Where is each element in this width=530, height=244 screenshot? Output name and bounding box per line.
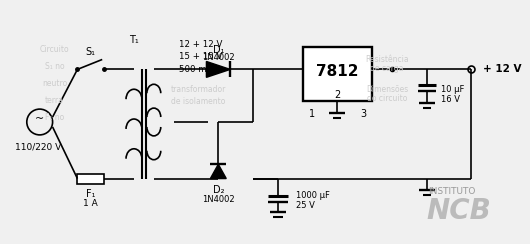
Text: 12 + 12 V
15 + 15 V
500 m A: 12 + 12 V 15 + 15 V 500 m A bbox=[179, 40, 222, 74]
Text: de isolamento: de isolamento bbox=[171, 97, 226, 106]
Text: Resistência: Resistência bbox=[365, 55, 409, 64]
Text: + 12 V: + 12 V bbox=[483, 64, 522, 74]
Text: 110/220 V: 110/220 V bbox=[15, 142, 61, 151]
Polygon shape bbox=[210, 164, 226, 179]
Text: 2: 2 bbox=[334, 90, 340, 100]
Polygon shape bbox=[206, 61, 230, 77]
Text: 3: 3 bbox=[360, 109, 366, 119]
Text: Circuito: Circuito bbox=[40, 45, 69, 54]
Text: neutro: neutro bbox=[42, 79, 67, 88]
Text: F₁: F₁ bbox=[86, 189, 95, 199]
Text: F₁ no: F₁ no bbox=[45, 112, 64, 122]
Text: T₁: T₁ bbox=[129, 35, 139, 45]
Text: terra: terra bbox=[45, 96, 64, 105]
Text: do circuito: do circuito bbox=[367, 94, 407, 103]
Text: transformador: transformador bbox=[171, 85, 226, 94]
Bar bbox=[77, 173, 104, 183]
Bar bbox=[303, 47, 372, 101]
Text: 10 μF
16 V: 10 μF 16 V bbox=[440, 84, 464, 104]
Text: S₁: S₁ bbox=[86, 47, 96, 57]
Text: 1: 1 bbox=[308, 109, 315, 119]
Text: ~: ~ bbox=[35, 114, 45, 124]
Text: D₁: D₁ bbox=[213, 45, 224, 55]
Text: Dimensões: Dimensões bbox=[366, 85, 408, 94]
Text: 7812: 7812 bbox=[316, 64, 359, 79]
Text: 1000 μF
25 V: 1000 μF 25 V bbox=[296, 191, 330, 210]
Text: 1 A: 1 A bbox=[83, 199, 98, 208]
Text: S₁ no: S₁ no bbox=[45, 62, 64, 71]
Text: NCB: NCB bbox=[426, 197, 491, 225]
Text: 1N4002: 1N4002 bbox=[202, 195, 235, 204]
Text: D₂: D₂ bbox=[213, 185, 224, 195]
Text: de carga: de carga bbox=[370, 64, 404, 73]
Text: 1N4002: 1N4002 bbox=[202, 53, 235, 62]
Text: INSTITUTO: INSTITUTO bbox=[428, 187, 475, 196]
